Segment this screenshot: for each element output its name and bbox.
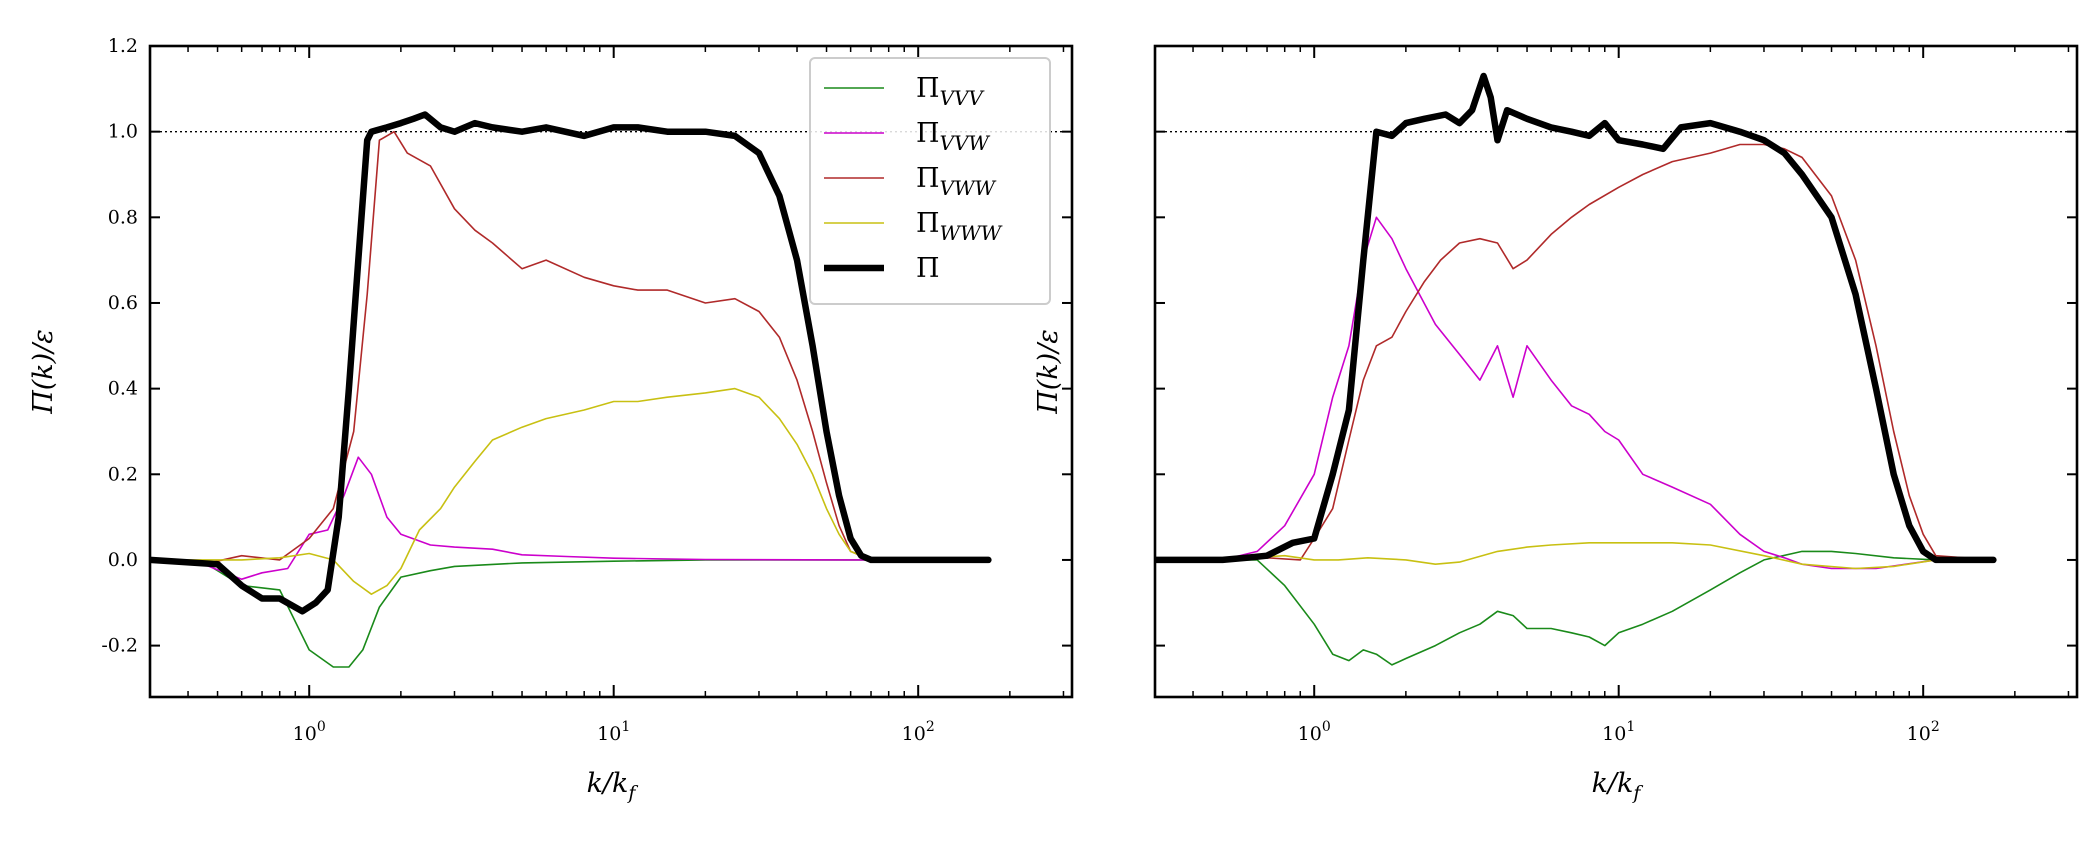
- series-line-vvw: [150, 456, 990, 581]
- legend-label: ΠVVW: [916, 118, 990, 155]
- series-line-vvw: [1155, 216, 1995, 570]
- y-tick-label: 0.6: [108, 292, 138, 314]
- series-line-www: [150, 387, 990, 596]
- left-panel: -0.2 0.0 0.2 0.4 0.6 0.8 1.0 1.2 100 101 102 k/kf Π(…: [28, 35, 1074, 804]
- x-axis-label: k/kf: [587, 768, 639, 804]
- legend-label: ΠWWW: [916, 208, 1003, 245]
- x-tick-label: 102: [902, 719, 935, 745]
- y-axis-label: Π(k)/ε: [28, 329, 59, 415]
- series-line-www: [1155, 541, 1995, 570]
- legend-label: Π: [916, 253, 940, 284]
- x-tick-label: 101: [1602, 719, 1635, 745]
- y-tick-label: 0.2: [108, 463, 138, 485]
- series-line--total: [1155, 72, 1997, 564]
- series-line-vww: [150, 130, 990, 566]
- y-axis-label: Π(k)/ε: [1033, 329, 1064, 415]
- series-line-vww: [1155, 143, 1995, 561]
- legend-box: [809, 57, 1051, 305]
- x-axis-label: k/kf: [1592, 768, 1644, 804]
- plot-frame: [148, 44, 1074, 699]
- series-line--total: [150, 111, 992, 615]
- x-tick-label: 101: [597, 719, 630, 745]
- series-line-vvv: [1155, 550, 1995, 666]
- y-tick-label: -0.2: [101, 635, 138, 657]
- y-tick-label: 0.4: [108, 378, 138, 400]
- legend-label: ΠVVV: [916, 73, 985, 110]
- legend: ΠVVV ΠVVW ΠVWW ΠWWW Π: [809, 57, 1051, 305]
- y-tick-label: 0.8: [108, 206, 138, 228]
- legend-label: ΠVWW: [916, 163, 997, 200]
- plot-frame: [1153, 44, 2079, 699]
- x-tick-label: 100: [1298, 719, 1331, 745]
- y-tick-label: 0.0: [108, 549, 138, 571]
- y-tick-label: 1.2: [108, 35, 138, 57]
- x-tick-label: 102: [1907, 719, 1940, 745]
- series-line-vvv: [150, 559, 990, 668]
- x-tick-label: 100: [293, 719, 326, 745]
- right-panel: 100 101 102 k/kf Π(k)/ε: [1033, 44, 2079, 804]
- y-tick-label: 1.0: [108, 121, 138, 143]
